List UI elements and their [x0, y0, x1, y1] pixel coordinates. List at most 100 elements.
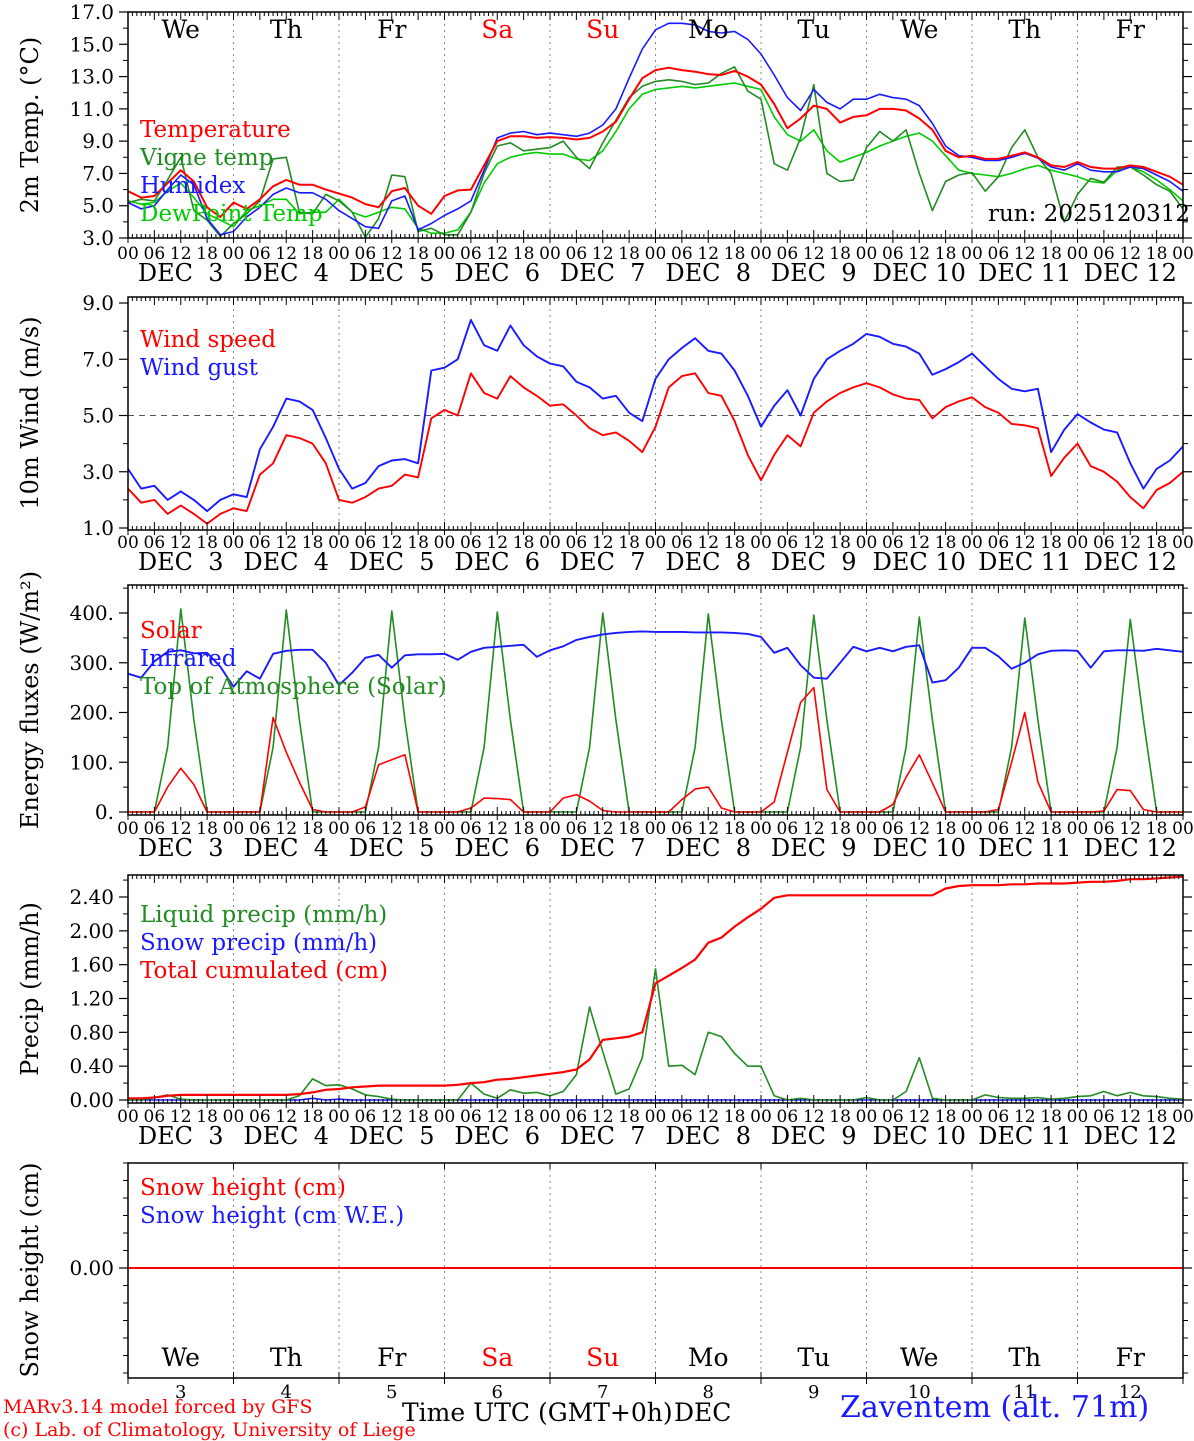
hour-label: 00	[1172, 244, 1194, 264]
x-axis-title: Time UTC (GMT+0h)	[402, 1398, 673, 1427]
legend-vigne-temp: Vigne temp	[139, 145, 273, 171]
hour-label: 18	[196, 244, 218, 264]
hour-label: 12	[697, 533, 719, 553]
date-label: DEC 12	[1084, 548, 1177, 576]
hour-label: 12	[275, 1107, 297, 1127]
date-label: DEC 12	[1084, 1122, 1177, 1150]
hour-label: 18	[196, 819, 218, 839]
hour-label: 06	[882, 1107, 904, 1127]
date-label: DEC 6	[454, 548, 540, 576]
hour-label: 00	[645, 533, 667, 553]
ytick-label: 3.0	[82, 226, 114, 250]
hour-label: 00	[645, 244, 667, 264]
hour-label: 00	[1172, 533, 1194, 553]
hour-label: 18	[513, 244, 535, 264]
date-label: DEC 4	[243, 834, 329, 862]
hour-label: 12	[1119, 533, 1141, 553]
hour-label: 06	[144, 244, 166, 264]
hour-label: 00	[1067, 1107, 1089, 1127]
hour-label: 12	[592, 1107, 614, 1127]
hour-label: 00	[961, 244, 983, 264]
ytick-label: 3.0	[82, 460, 114, 484]
series-temperature	[127, 66, 1184, 218]
daynum-label: 10	[908, 1382, 931, 1403]
hour-label: 06	[144, 533, 166, 553]
date-label: DEC 7	[560, 259, 646, 287]
hour-label: 12	[275, 244, 297, 264]
ytick-label: 0.80	[69, 1020, 114, 1044]
hour-label: 12	[908, 244, 930, 264]
dayofweek-label: Mo	[688, 1343, 729, 1372]
hour-label: 18	[618, 1107, 640, 1127]
hour-label: 06	[460, 819, 482, 839]
legend-total-cumulated-cm-: Total cumulated (cm)	[140, 958, 388, 984]
y-axis-title-snow: Snow height (cm)	[16, 1162, 44, 1378]
date-label: DEC 3	[138, 548, 224, 576]
hour-label: 18	[1146, 819, 1168, 839]
hour-label: 00	[750, 533, 772, 553]
hour-label: 18	[513, 533, 535, 553]
date-label: DEC 3	[138, 834, 224, 862]
hour-label: 06	[777, 1107, 799, 1127]
legend-snow-precip-mm-h-: Snow precip (mm/h)	[140, 930, 377, 956]
hour-label: 00	[434, 244, 456, 264]
hour-label: 18	[829, 1107, 851, 1127]
hour-label: 00	[223, 819, 245, 839]
hour-label: 06	[988, 1107, 1010, 1127]
hour-label: 06	[777, 819, 799, 839]
hour-label: 12	[697, 244, 719, 264]
hour-label: 06	[460, 244, 482, 264]
date-label: DEC 5	[349, 548, 435, 576]
ytick-label: 1.20	[69, 987, 114, 1011]
ytick-label: 5.0	[82, 404, 114, 428]
daynum-label: 5	[386, 1382, 397, 1403]
dayofweek-label: Th	[270, 15, 303, 44]
dayofweek-label: Fr	[1116, 15, 1145, 44]
hour-label: 18	[302, 244, 324, 264]
hour-label: 00	[961, 533, 983, 553]
hour-label: 18	[724, 819, 746, 839]
hour-label: 12	[1119, 1107, 1141, 1127]
daynum-label: 12	[1119, 1382, 1142, 1403]
hour-label: 06	[566, 819, 588, 839]
legend-dewpoint-temp: DewPoint Temp	[140, 201, 323, 227]
hour-label: 06	[460, 1107, 482, 1127]
ytick-label: 0.	[95, 800, 114, 824]
ytick-label: 2.00	[69, 919, 114, 943]
date-label: DEC 10	[873, 834, 966, 862]
legend-infrared: Infrared	[140, 646, 237, 672]
hour-label: 18	[618, 819, 640, 839]
hour-label: 18	[935, 533, 957, 553]
dayofweek-label: Fr	[377, 15, 406, 44]
hour-label: 00	[117, 533, 139, 553]
run-timestamp-label: run: 2025120312	[988, 201, 1191, 227]
hour-label: 00	[117, 819, 139, 839]
ytick-label: 17.0	[69, 0, 114, 24]
hour-label: 00	[223, 1107, 245, 1127]
hour-label: 00	[223, 244, 245, 264]
hour-label: 12	[803, 819, 825, 839]
dayofweek-label: Su	[586, 1343, 619, 1372]
dayofweek-label: Su	[586, 15, 619, 44]
date-label: DEC 12	[1084, 259, 1177, 287]
hour-label: 12	[170, 244, 192, 264]
hour-label: 18	[513, 819, 535, 839]
daynum-label: 7	[597, 1382, 608, 1403]
hour-label: 12	[381, 819, 403, 839]
hour-label: 06	[882, 244, 904, 264]
hour-label: 06	[1093, 244, 1115, 264]
date-label: DEC 5	[349, 834, 435, 862]
hour-label: 12	[908, 533, 930, 553]
date-label: DEC 8	[665, 1122, 751, 1150]
hour-label: 12	[697, 819, 719, 839]
hour-label: 00	[1172, 1107, 1194, 1127]
hour-label: 12	[1014, 533, 1036, 553]
date-label: DEC 9	[771, 834, 857, 862]
ytick-label: 15.0	[69, 32, 114, 56]
date-label: DEC 6	[454, 259, 540, 287]
hour-label: 18	[1040, 1107, 1062, 1127]
hour-label: 00	[1067, 244, 1089, 264]
dayofweek-label: Fr	[377, 1343, 406, 1372]
dayofweek-label: Mo	[688, 15, 729, 44]
hour-label: 06	[566, 533, 588, 553]
